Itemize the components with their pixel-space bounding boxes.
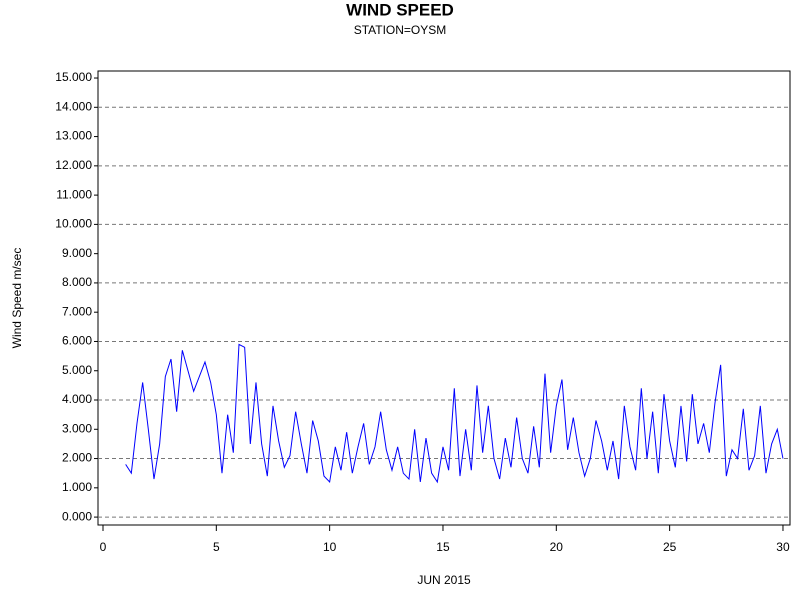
- y-tick-label: 12.000: [55, 158, 92, 172]
- data-line: [125, 343, 784, 484]
- y-tick-label: 11.000: [56, 187, 92, 201]
- x-tick-label: 0: [100, 540, 107, 554]
- y-tick-label: 0.000: [62, 509, 92, 523]
- x-tick-label: 30: [776, 540, 790, 554]
- x-tick-label: 20: [550, 540, 564, 554]
- y-tick-label: 8.000: [62, 275, 92, 289]
- x-tick-label: 10: [323, 540, 337, 554]
- x-axis-label: JUN 2015: [417, 573, 471, 587]
- y-tick-label: 3.000: [62, 421, 92, 435]
- y-tick-label: 9.000: [62, 246, 92, 260]
- y-tick-label: 2.000: [62, 451, 92, 465]
- y-tick-label: 1.000: [62, 480, 92, 494]
- plot-frame: [97, 70, 791, 526]
- y-tick-label: 6.000: [62, 334, 92, 348]
- y-tick-label: 10.000: [55, 217, 92, 231]
- x-tick-label: 5: [213, 540, 220, 554]
- chart-title: WIND SPEED: [346, 0, 454, 19]
- x-tick-label: 15: [436, 540, 450, 554]
- y-axis-label: Wind Speed m/sec: [10, 248, 24, 349]
- y-tick-label: 14.000: [55, 99, 92, 113]
- chart-subtitle: STATION=OYSM: [354, 23, 447, 37]
- y-tick-label: 15.000: [55, 70, 92, 84]
- y-tick-label: 7.000: [62, 304, 92, 318]
- y-tick-label: 5.000: [62, 363, 92, 377]
- x-tick-label: 25: [663, 540, 677, 554]
- y-tick-label: 13.000: [55, 129, 92, 143]
- y-tick-label: 4.000: [62, 392, 92, 406]
